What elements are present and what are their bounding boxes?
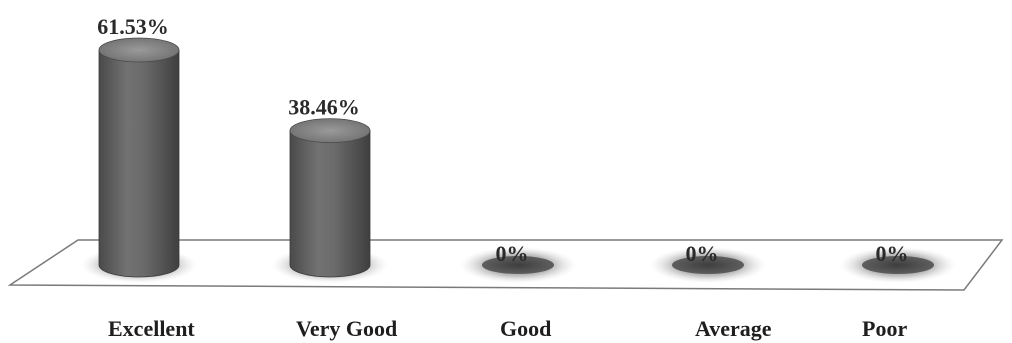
- bar-excellent: [98, 49, 180, 278]
- data-label-good: 0%: [496, 241, 529, 266]
- category-label-good: Good: [500, 316, 551, 341]
- bar-top-very-good: [289, 118, 371, 144]
- category-label-very-good: Very Good: [296, 316, 397, 341]
- bar-good: [482, 256, 554, 274]
- data-label-average: 0%: [686, 241, 719, 266]
- bars-layer: [81, 37, 956, 283]
- bar-poor: [862, 256, 934, 274]
- bar-average: [672, 256, 744, 274]
- data-label-poor: 0%: [876, 241, 909, 266]
- data-label-excellent: 61.53%: [97, 14, 169, 39]
- bar-top-excellent: [98, 37, 180, 63]
- bar-very-good: [289, 130, 371, 278]
- category-label-poor: Poor: [862, 316, 907, 341]
- category-label-excellent: Excellent: [108, 316, 195, 341]
- labels-layer: 61.53% Excellent 38.46% Very Good 0% Good 0% Av…: [97, 14, 908, 341]
- data-label-very-good: 38.46%: [288, 95, 360, 120]
- category-label-average: Average: [695, 316, 772, 341]
